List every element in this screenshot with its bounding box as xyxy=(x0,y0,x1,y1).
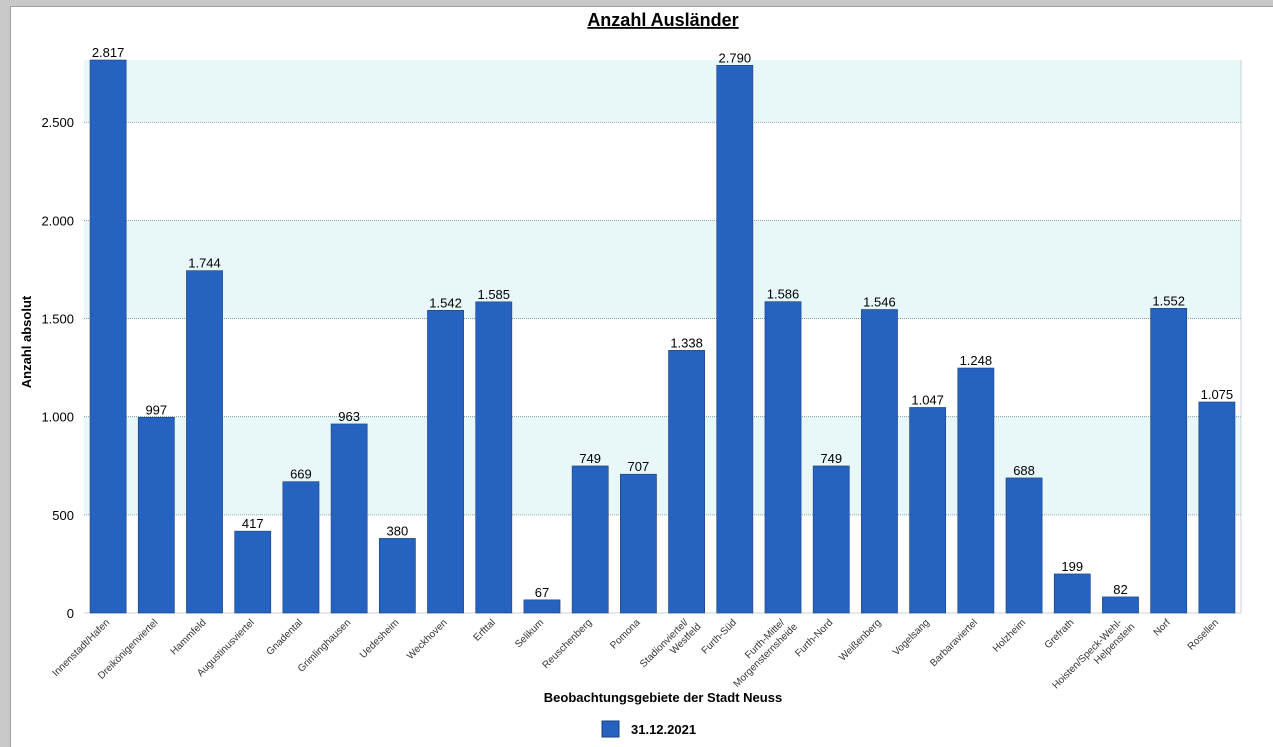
x-tick-label: Furth-Nord xyxy=(793,617,835,659)
plot-bands xyxy=(84,60,1241,515)
x-tick-label: Grefrath xyxy=(1043,617,1077,651)
bar xyxy=(1005,477,1043,614)
bar xyxy=(620,473,657,614)
data-label: 749 xyxy=(579,451,601,466)
x-tick-label: Hammfeld xyxy=(169,617,209,657)
x-tick-label: Rosellen xyxy=(1186,617,1221,652)
legend: 31.12.2021 xyxy=(601,720,696,738)
x-tick-label: Furth-Süd xyxy=(700,617,739,656)
bar xyxy=(282,481,320,614)
data-label: 417 xyxy=(242,516,264,531)
data-label: 963 xyxy=(338,409,360,424)
x-tick-label: Erfttal xyxy=(472,617,498,643)
data-label: 688 xyxy=(1013,463,1035,478)
y-tick-label: 500 xyxy=(52,508,74,523)
data-label: 2.790 xyxy=(719,50,752,65)
y-tick-label: 1.000 xyxy=(41,410,74,425)
y-tick-label: 0 xyxy=(67,606,74,621)
data-label: 1.047 xyxy=(911,392,944,407)
bar-chart: Anzahl Ausländer 0 500 1.000 1.500 2.000 2.50… xyxy=(19,10,1242,738)
data-label: 749 xyxy=(820,451,842,466)
data-label: 1.552 xyxy=(1152,293,1185,308)
data-label: 1.248 xyxy=(960,353,993,368)
x-tick-label: Barbaraviertel xyxy=(928,617,980,669)
data-label: 199 xyxy=(1061,559,1083,574)
data-label: 1.075 xyxy=(1201,387,1234,402)
bar xyxy=(234,530,272,614)
data-label: 2.817 xyxy=(92,45,125,60)
bar xyxy=(1053,573,1091,614)
x-tick-label: Uedesheim xyxy=(358,617,402,661)
bar xyxy=(137,416,175,614)
bar xyxy=(764,301,802,614)
data-label: 997 xyxy=(145,402,167,417)
bar xyxy=(909,407,947,614)
bar xyxy=(812,465,850,614)
bar-series xyxy=(89,59,1236,614)
data-label: 1.586 xyxy=(767,287,800,302)
bar xyxy=(571,465,609,614)
bar xyxy=(89,59,127,614)
y-axis-title: Anzahl absolut xyxy=(19,295,34,388)
grid-lines xyxy=(84,121,1241,614)
bar xyxy=(861,309,898,614)
data-label: 1.338 xyxy=(670,335,703,350)
bar xyxy=(330,423,368,614)
x-tick-label: Reuschenberg xyxy=(541,617,595,671)
x-tick-label: Pomona xyxy=(608,617,642,651)
plot-band xyxy=(84,416,1241,515)
y-tick-label: 2.500 xyxy=(41,115,74,130)
x-tick-label: Stadionviertel/Westfeld xyxy=(638,613,703,678)
bar xyxy=(668,350,705,614)
chart-window: Anzahl Ausländer 0 500 1.000 1.500 2.000 2.50… xyxy=(10,6,1273,747)
data-label: 380 xyxy=(387,523,409,538)
data-label: 1.585 xyxy=(477,287,510,302)
bar xyxy=(186,270,223,614)
data-labels: 2.817 997 1.744 417 669 963 380 1.542 1.585 67 749… xyxy=(92,45,1233,600)
x-tick-label: Weckhoven xyxy=(405,617,450,662)
data-label: 82 xyxy=(1113,582,1127,597)
data-label: 67 xyxy=(535,585,549,600)
data-label: 1.546 xyxy=(863,295,896,310)
bar xyxy=(1150,308,1188,614)
legend-label: 31.12.2021 xyxy=(631,722,696,737)
x-tick-label: Selikum xyxy=(513,617,546,650)
y-tick-label: 1.500 xyxy=(41,312,74,327)
data-label: 1.542 xyxy=(429,295,462,310)
x-tick-label: Norf xyxy=(1152,617,1173,638)
chart-title: Anzahl Ausländer xyxy=(587,10,738,30)
bar xyxy=(523,599,561,614)
bar xyxy=(957,367,995,614)
x-tick-label: Gnadental xyxy=(265,617,305,657)
data-label: 669 xyxy=(290,467,312,482)
x-tick-label: Grimlinghausen xyxy=(296,617,353,674)
x-tick-label: Holzheim xyxy=(991,617,1028,654)
bar xyxy=(1102,596,1139,614)
x-axis-title: Beobachtungsgebiete der Stadt Neuss xyxy=(544,690,782,705)
y-axis-ticks: 0 500 1.000 1.500 2.000 2.500 xyxy=(41,115,74,621)
bar xyxy=(716,65,754,614)
y-tick-label: 2.000 xyxy=(41,213,74,228)
plot-band xyxy=(84,60,1241,123)
legend-swatch xyxy=(601,720,620,738)
data-label: 707 xyxy=(628,459,650,474)
data-label: 1.744 xyxy=(188,256,221,271)
bar xyxy=(378,538,416,614)
plot-band xyxy=(84,220,1241,319)
bar xyxy=(475,301,513,614)
x-tick-label: Vogelsang xyxy=(891,617,932,658)
x-tick-label: Weißenberg xyxy=(837,617,883,663)
bar xyxy=(1198,401,1236,614)
bar xyxy=(427,309,464,614)
